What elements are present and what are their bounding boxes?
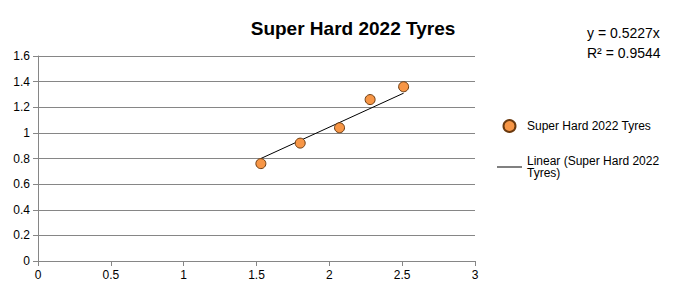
svg-text:1.5: 1.5: [248, 268, 265, 282]
svg-text:0: 0: [23, 254, 30, 268]
svg-text:1: 1: [180, 268, 187, 282]
svg-text:Super Hard 2022 Tyres: Super Hard 2022 Tyres: [527, 119, 651, 133]
svg-text:Super Hard 2022 Tyres: Super Hard 2022 Tyres: [251, 18, 456, 39]
svg-text:0.5: 0.5: [102, 268, 119, 282]
svg-text:1.2: 1.2: [13, 100, 30, 114]
svg-text:1.4: 1.4: [13, 75, 30, 89]
svg-text:1: 1: [23, 126, 30, 140]
svg-text:R² = 0.9544: R² = 0.9544: [587, 45, 661, 61]
svg-text:2.5: 2.5: [394, 268, 411, 282]
svg-text:0.6: 0.6: [13, 177, 30, 191]
svg-text:Linear (Super Hard 2022: Linear (Super Hard 2022: [527, 154, 663, 168]
svg-text:Tyres): Tyres): [527, 166, 560, 180]
svg-text:3: 3: [472, 268, 479, 282]
svg-text:2: 2: [326, 268, 333, 282]
svg-text:0: 0: [35, 268, 42, 282]
svg-text:1.6: 1.6: [13, 49, 30, 63]
svg-text:0.4: 0.4: [13, 203, 30, 217]
svg-text:y = 0.5227x: y = 0.5227x: [587, 25, 660, 41]
svg-text:0.8: 0.8: [13, 152, 30, 166]
svg-text:0.2: 0.2: [13, 228, 30, 242]
